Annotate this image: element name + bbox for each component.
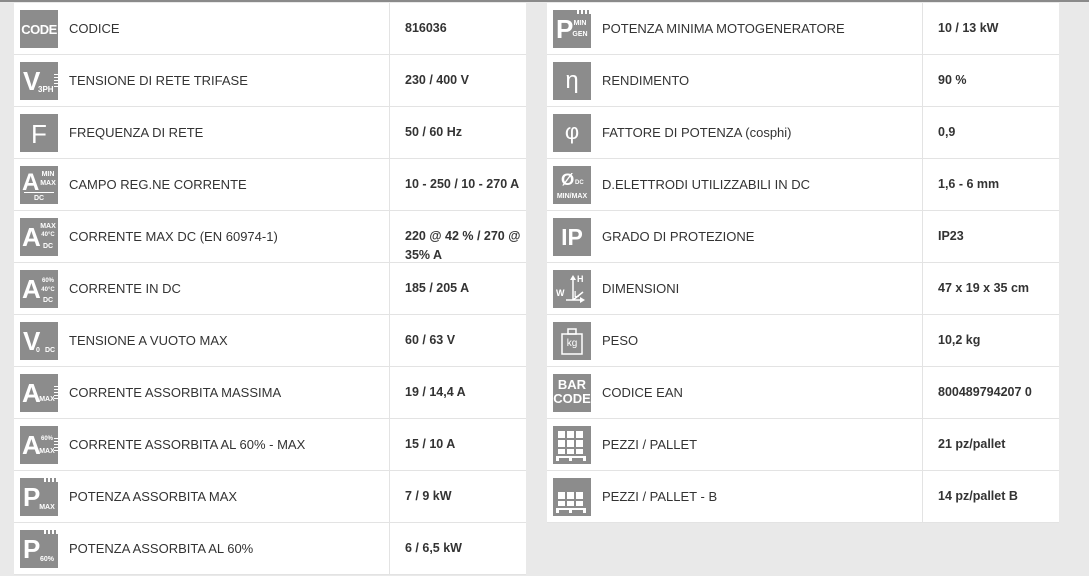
spec-label: PESO: [597, 315, 923, 366]
spec-value: 0,9: [938, 125, 956, 139]
spec-label: FATTORE DI POTENZA (cosphi): [597, 107, 923, 158]
generator-min-power-icon: P MIN GEN: [553, 9, 591, 48]
spec-value: 7 / 9 kW: [405, 489, 452, 503]
ip-rating-icon: IP: [553, 217, 591, 256]
spec-row-corrente-max-dc: A MAX 40°C DC CORRENTE MAX DC (EN 60974-…: [14, 211, 526, 263]
spec-label: CODICE EAN: [597, 367, 923, 418]
current-max-dc-icon: A MAX 40°C DC: [20, 217, 58, 256]
spec-value: 10 / 13 kW: [938, 21, 999, 35]
spec-label: POTENZA ASSORBITA AL 60%: [64, 523, 390, 574]
current-range-icon: A MIN MAX DC: [20, 165, 58, 204]
spec-row-pezzi-pallet-b: PEZZI / PALLET - B 14 pz/pallet B: [547, 471, 1059, 523]
spec-label: CORRENTE ASSORBITA MASSIMA: [64, 367, 390, 418]
code-icon: CODE: [20, 9, 58, 48]
frequency-icon: F: [20, 113, 58, 152]
current-dc-icon: A 60% 40°C DC: [20, 269, 58, 308]
spec-label: RENDIMENTO: [597, 55, 923, 106]
spec-value: 220 @ 42 % / 270 @ 35% A: [405, 229, 521, 262]
spec-row-diametro-elettrodi: Ø DC MIN/MAX D.ELETTRODI UTILIZZABILI IN…: [547, 159, 1059, 211]
efficiency-icon: η: [553, 61, 591, 100]
spec-row-rendimento: η RENDIMENTO 90 %: [547, 55, 1059, 107]
electrode-diameter-icon: Ø DC MIN/MAX: [553, 165, 591, 204]
open-circuit-voltage-icon: V 0 DC: [20, 321, 58, 360]
spec-label: TENSIONE A VUOTO MAX: [64, 315, 390, 366]
spec-label: DIMENSIONI: [597, 263, 923, 314]
spec-row-corrente-dc: A 60% 40°C DC CORRENTE IN DC 185 / 205 A: [14, 263, 526, 315]
spec-row-tensione-rete: V 3PH TENSIONE DI RETE TRIFASE 230 / 400…: [14, 55, 526, 107]
spec-row-corrente-assorbita-max: A MAX CORRENTE ASSORBITA MASSIMA 19 / 14…: [14, 367, 526, 419]
spec-value: IP23: [938, 229, 964, 243]
spec-value: 47 x 19 x 35 cm: [938, 281, 1030, 295]
pallet-icon: [553, 425, 591, 464]
absorbed-current-60-icon: A 60% MAX: [20, 425, 58, 464]
spec-row-grado-protezione: IP GRADO DI PROTEZIONE IP23: [547, 211, 1059, 263]
voltage-3ph-icon: V 3PH: [20, 61, 58, 100]
spec-label: CORRENTE IN DC: [64, 263, 390, 314]
spec-value: 50 / 60 Hz: [405, 125, 462, 139]
spec-value: 19 / 14,4 A: [405, 385, 466, 399]
absorbed-power-60-icon: P 60%: [20, 529, 58, 568]
spec-label: CODICE: [64, 3, 390, 54]
spec-value: 90 %: [938, 73, 967, 87]
spec-label: CORRENTE MAX DC (EN 60974-1): [64, 211, 390, 262]
pallet-b-icon: [553, 477, 591, 516]
spec-table-right: P MIN GEN POTENZA MINIMA MOTOGENERATORE …: [547, 3, 1059, 523]
dimensions-icon: W H L: [553, 269, 591, 308]
spec-value: 10,2 kg: [938, 333, 981, 347]
absorbed-power-max-icon: P MAX: [20, 477, 58, 516]
power-factor-icon: φ: [553, 113, 591, 152]
spec-row-potenza-assorbita-max: P MAX POTENZA ASSORBITA MAX 7 / 9 kW: [14, 471, 526, 523]
spec-label: TENSIONE DI RETE TRIFASE: [64, 55, 390, 106]
spec-row-codice-ean: BAR CODE CODICE EAN 800489794207 0: [547, 367, 1059, 419]
spec-label: GRADO DI PROTEZIONE: [597, 211, 923, 262]
spec-value: 21 pz/pallet: [938, 437, 1006, 451]
spec-row-pezzi-pallet: PEZZI / PALLET 21 pz/pallet: [547, 419, 1059, 471]
spec-row-dimensioni: W H L DIMENSIONI 47 x 19 x 35 cm: [547, 263, 1059, 315]
spec-value: 6 / 6,5 kW: [405, 541, 462, 555]
spec-label: CORRENTE ASSORBITA AL 60% - MAX: [64, 419, 390, 470]
spec-value: 230 / 400 V: [405, 73, 469, 87]
spec-row-corrente-assorbita-60: A 60% MAX CORRENTE ASSORBITA AL 60% - MA…: [14, 419, 526, 471]
weight-icon: kg: [553, 321, 591, 360]
spec-label: PEZZI / PALLET - B: [597, 471, 923, 522]
spec-label: POTENZA ASSORBITA MAX: [64, 471, 390, 522]
top-border: [0, 0, 1089, 2]
absorbed-current-max-icon: A MAX: [20, 373, 58, 412]
spec-label: PEZZI / PALLET: [597, 419, 923, 470]
spec-row-campo-corrente: A MIN MAX DC CAMPO REG.NE CORRENTE 10 - …: [14, 159, 526, 211]
spec-label: D.ELETTRODI UTILIZZABILI IN DC: [597, 159, 923, 210]
spec-label: POTENZA MINIMA MOTOGENERATORE: [597, 3, 923, 54]
spec-row-potenza-assorbita-60: P 60% POTENZA ASSORBITA AL 60% 6 / 6,5 k…: [14, 523, 526, 575]
spec-value: 60 / 63 V: [405, 333, 456, 347]
spec-value: 10 - 250 / 10 - 270 A: [405, 177, 520, 191]
spec-value: 15 / 10 A: [405, 437, 456, 451]
spec-row-codice: CODE CODICE 816036: [14, 3, 526, 55]
spec-table-left: CODE CODICE 816036 V 3PH TENSIONE DI RET…: [14, 3, 526, 575]
spec-row-peso: kg PESO 10,2 kg: [547, 315, 1059, 367]
spec-value: 800489794207 0: [938, 385, 1032, 399]
spec-label: CAMPO REG.NE CORRENTE: [64, 159, 390, 210]
spec-value: 14 pz/pallet B: [938, 489, 1018, 503]
spec-row-potenza-motogeneratore: P MIN GEN POTENZA MINIMA MOTOGENERATORE …: [547, 3, 1059, 55]
spec-row-fattore-potenza: φ FATTORE DI POTENZA (cosphi) 0,9: [547, 107, 1059, 159]
spec-value: 1,6 - 6 mm: [938, 177, 1000, 191]
spec-value: 185 / 205 A: [405, 281, 470, 295]
spec-value: 816036: [405, 21, 447, 35]
spec-label: FREQUENZA DI RETE: [64, 107, 390, 158]
spec-row-frequenza: F FREQUENZA DI RETE 50 / 60 Hz: [14, 107, 526, 159]
barcode-icon: BAR CODE: [553, 373, 591, 412]
spec-row-tensione-vuoto: V 0 DC TENSIONE A VUOTO MAX 60 / 63 V: [14, 315, 526, 367]
